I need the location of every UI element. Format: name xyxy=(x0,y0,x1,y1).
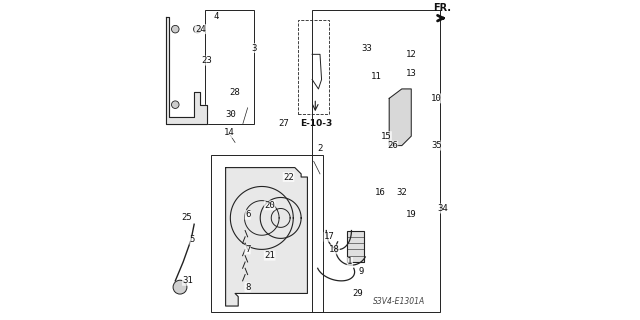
Text: 2: 2 xyxy=(317,144,323,153)
Text: 12: 12 xyxy=(406,50,417,59)
Text: 13: 13 xyxy=(406,69,417,78)
Text: 9: 9 xyxy=(358,267,364,276)
Bar xyxy=(205,10,254,124)
Bar xyxy=(298,20,330,114)
Text: E-10-3: E-10-3 xyxy=(300,119,332,128)
Text: 7: 7 xyxy=(245,245,250,254)
Text: 21: 21 xyxy=(264,251,275,260)
Polygon shape xyxy=(389,89,412,146)
Text: 33: 33 xyxy=(362,44,372,52)
Text: 18: 18 xyxy=(329,245,340,254)
Text: 3: 3 xyxy=(252,44,257,52)
Circle shape xyxy=(172,25,179,33)
Bar xyxy=(347,230,364,262)
Text: FR.: FR. xyxy=(433,4,451,13)
Text: 28: 28 xyxy=(230,88,241,97)
Text: 23: 23 xyxy=(202,56,212,65)
Text: 5: 5 xyxy=(190,236,195,244)
Text: 25: 25 xyxy=(181,213,191,222)
Text: 11: 11 xyxy=(371,72,382,81)
Text: 15: 15 xyxy=(381,132,392,140)
Text: 14: 14 xyxy=(223,129,234,138)
Text: 27: 27 xyxy=(278,119,289,128)
Text: 16: 16 xyxy=(374,188,385,197)
Text: 24: 24 xyxy=(195,25,206,34)
Circle shape xyxy=(193,25,201,33)
Text: 35: 35 xyxy=(431,141,442,150)
Circle shape xyxy=(173,280,187,294)
Circle shape xyxy=(172,101,179,108)
Text: 34: 34 xyxy=(437,204,448,213)
Text: 19: 19 xyxy=(406,210,417,219)
Text: 32: 32 xyxy=(396,188,407,197)
Text: 29: 29 xyxy=(353,289,363,298)
Text: 6: 6 xyxy=(245,210,250,219)
Text: 30: 30 xyxy=(225,110,236,119)
Text: S3V4-E1301A: S3V4-E1301A xyxy=(373,297,426,306)
Text: 10: 10 xyxy=(431,94,442,103)
Bar xyxy=(312,10,440,312)
Text: 26: 26 xyxy=(387,141,397,150)
Text: 8: 8 xyxy=(245,283,250,292)
Text: 1: 1 xyxy=(348,258,353,267)
Text: 31: 31 xyxy=(182,276,193,285)
Text: 4: 4 xyxy=(214,12,219,21)
Bar xyxy=(211,155,323,312)
Polygon shape xyxy=(226,168,307,306)
Polygon shape xyxy=(166,17,207,124)
Text: 20: 20 xyxy=(264,201,275,210)
Text: 17: 17 xyxy=(324,232,335,241)
Text: 22: 22 xyxy=(283,172,294,181)
